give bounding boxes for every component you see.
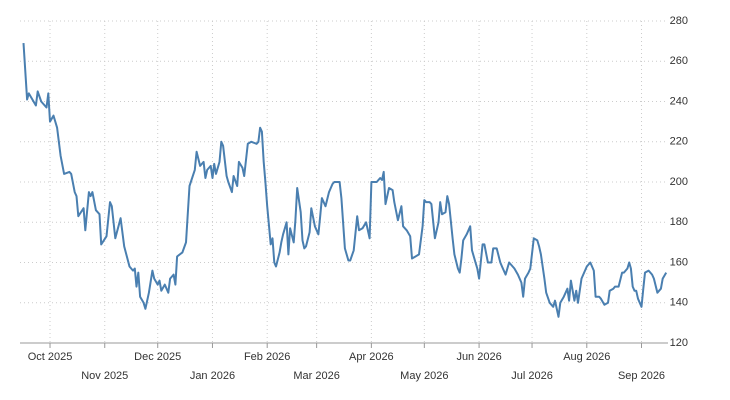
x-tick-label: Dec 2025 [134,351,181,363]
x-tick-label: Apr 2026 [349,351,394,363]
x-tick-label: Aug 2026 [563,351,610,363]
y-tick-label: 120 [670,337,688,349]
y-tick-label: 280 [670,15,688,27]
price-line [22,43,668,318]
y-tick-label: 140 [670,297,688,309]
x-tick-label: Jul 2026 [511,370,553,382]
y-tick-label: 240 [670,95,688,107]
y-tick-label: 160 [670,256,688,268]
x-tick-label: Sep 2026 [618,370,665,382]
x-tick-label: Jan 2026 [190,370,235,382]
x-tick-label: Oct 2025 [28,351,73,363]
y-tick-label: 180 [670,216,688,228]
x-tick-label: Nov 2025 [81,370,128,382]
x-tick-label: May 2026 [400,370,448,382]
x-tick-label: Jun 2026 [456,351,501,363]
y-tick-label: 220 [670,136,688,148]
x-tick-label: Feb 2026 [244,351,290,363]
x-tick-label: Mar 2026 [293,370,339,382]
y-tick-label: 260 [670,55,688,67]
y-tick-label: 200 [670,176,688,188]
